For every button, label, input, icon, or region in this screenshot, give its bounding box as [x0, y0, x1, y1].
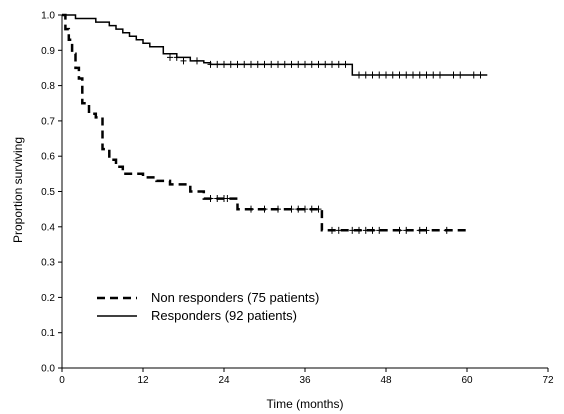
censor-mark-responders — [410, 71, 416, 79]
y-tick-label: 0.3 — [41, 258, 55, 269]
censor-mark-responders — [362, 71, 369, 79]
censor-mark-responders — [207, 60, 214, 68]
censor-mark-responders — [403, 71, 410, 79]
censor-mark-responders — [248, 60, 254, 68]
censor-mark-responders — [221, 60, 227, 68]
x-tick-label: 12 — [137, 375, 149, 386]
censor-mark-non-responders — [335, 226, 342, 234]
censor-mark-non-responders — [308, 205, 315, 213]
censor-mark-non-responders — [349, 226, 356, 234]
censor-mark-non-responders — [356, 226, 362, 234]
censor-mark-responders — [470, 71, 477, 79]
censor-mark-non-responders — [315, 205, 322, 213]
censor-mark-non-responders — [295, 205, 302, 213]
legend-label-non-responders: Non responders (75 patients) — [151, 290, 319, 305]
censor-mark-non-responders — [302, 205, 308, 213]
y-tick-label: 0.9 — [41, 46, 55, 57]
censor-mark-non-responders — [288, 205, 295, 213]
legend-label-responders: Responders (92 patients) — [151, 308, 297, 323]
y-tick-label: 0.0 — [41, 364, 55, 375]
responders-line — [62, 14, 488, 76]
legend: Non responders (75 patients) Responders … — [97, 290, 319, 323]
censor-mark-non-responders — [403, 226, 410, 234]
censor-mark-non-responders — [416, 226, 423, 234]
censor-mark-non-responders — [396, 226, 403, 234]
censor-mark-responders — [322, 60, 329, 68]
censor-mark-responders — [180, 57, 187, 65]
censor-mark-responders — [396, 71, 403, 79]
censor-mark-responders — [308, 60, 315, 68]
y-axis-label: Proportion surviving — [11, 137, 25, 243]
axes — [61, 15, 548, 369]
censor-mark-responders — [254, 60, 261, 68]
censor-mark-responders — [261, 60, 268, 68]
censor-mark-responders — [383, 71, 389, 79]
censor-mark-non-responders — [376, 226, 383, 234]
censor-mark-responders — [288, 60, 295, 68]
censor-mark-responders — [234, 60, 241, 68]
censor-mark-non-responders — [248, 205, 254, 213]
x-axis-label: Time (months) — [267, 397, 344, 411]
x-tick-label: 24 — [218, 375, 230, 386]
x-tick-label: 60 — [461, 375, 473, 386]
censor-mark-responders — [214, 60, 221, 68]
non-responders-line — [62, 13, 467, 232]
censor-mark-responders — [430, 71, 437, 79]
censor-mark-responders — [477, 71, 484, 79]
y-tick-label: 0.4 — [41, 222, 55, 233]
series-layer — [62, 13, 488, 234]
censor-mark-responders — [335, 60, 342, 68]
y-tick-label: 0.8 — [41, 81, 55, 92]
censor-mark-responders — [227, 60, 234, 68]
censor-mark-responders — [241, 60, 248, 68]
y-tick-label: 1.0 — [41, 11, 55, 22]
y-tick-label: 0.7 — [41, 116, 55, 127]
censor-mark-responders — [295, 60, 302, 68]
censor-mark-responders — [356, 71, 362, 79]
y-tick-label: 0.5 — [41, 187, 55, 198]
x-tick-label: 36 — [299, 375, 311, 386]
censor-mark-non-responders — [423, 226, 430, 234]
censor-mark-responders — [342, 60, 349, 68]
censor-mark-non-responders — [224, 195, 231, 203]
censor-mark-non-responders — [362, 226, 369, 234]
censor-mark-responders — [389, 71, 396, 79]
censor-mark-responders — [275, 60, 281, 68]
x-tick-label: 0 — [59, 375, 65, 386]
censor-mark-non-responders — [261, 205, 268, 213]
censor-mark-responders — [268, 60, 275, 68]
censor-mark-responders — [173, 53, 180, 61]
y-ticks: 0.0 0.1 0.2 0.3 0.4 0.5 0.6 0.7 0.8 0.9 1.0 — [41, 11, 62, 375]
censor-mark-responders — [376, 71, 383, 79]
censor-mark-non-responders — [329, 226, 335, 234]
censor-mark-responders — [315, 60, 322, 68]
censor-mark-responders — [167, 53, 173, 61]
censor-mark-non-responders — [443, 226, 450, 234]
censor-mark-non-responders — [369, 226, 376, 234]
censor-mark-non-responders — [275, 205, 281, 213]
censor-mark-responders — [369, 71, 376, 79]
censor-mark-responders — [329, 60, 335, 68]
y-tick-label: 0.2 — [41, 293, 55, 304]
censor-mark-responders — [437, 71, 443, 79]
censor-mark-responders — [281, 60, 288, 68]
censor-mark-responders — [302, 60, 308, 68]
censor-mark-responders — [423, 71, 430, 79]
censor-mark-non-responders — [214, 195, 221, 203]
x-tick-label: 72 — [542, 375, 554, 386]
censor-mark-non-responders — [207, 195, 214, 203]
y-tick-label: 0.6 — [41, 152, 55, 163]
y-tick-label: 0.1 — [41, 328, 55, 339]
x-ticks: 0 12 24 36 48 60 72 — [59, 368, 554, 386]
censor-mark-responders — [416, 71, 423, 79]
censor-mark-responders — [194, 57, 200, 65]
x-tick-label: 48 — [380, 375, 392, 386]
censor-mark-responders — [457, 71, 464, 79]
censor-mark-responders — [450, 71, 457, 79]
